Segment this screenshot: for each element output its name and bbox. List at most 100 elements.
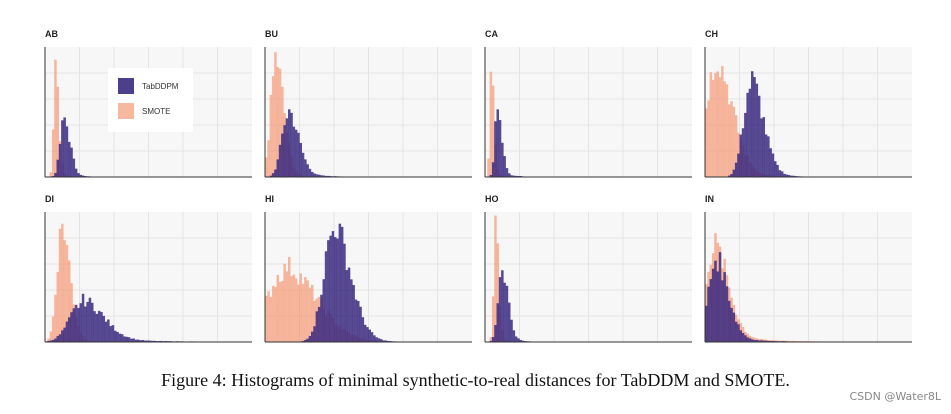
bar-tabddpm: [74, 304, 78, 342]
bar-tabddpm: [334, 237, 337, 342]
bar-tabddpm: [290, 112, 293, 177]
bar-tabddpm: [491, 162, 495, 177]
bar-smote: [301, 283, 305, 342]
bar-tabddpm: [327, 240, 330, 342]
bar-smote: [728, 104, 731, 177]
bar-smote: [61, 223, 64, 342]
bar-tabddpm: [285, 118, 289, 177]
bar-tabddpm: [757, 95, 761, 177]
bar-tabddpm: [72, 158, 76, 177]
bar-tabddpm: [278, 144, 282, 177]
bar-tabddpm: [755, 339, 759, 342]
bar-tabddpm: [322, 175, 325, 177]
bar-tabddpm: [299, 142, 302, 177]
bar-smote: [281, 86, 284, 177]
bar-tabddpm: [61, 120, 64, 177]
bar-tabddpm: [56, 335, 59, 342]
bar-smote: [753, 337, 756, 342]
bar-tabddpm: [322, 279, 325, 342]
bar-smote: [269, 94, 273, 177]
bar-tabddpm: [54, 172, 57, 177]
bar-tabddpm: [95, 313, 99, 342]
bar-tabddpm: [114, 330, 117, 342]
bar-tabddpm: [741, 128, 745, 177]
bar-tabddpm: [498, 120, 502, 177]
bar-tabddpm: [755, 83, 759, 177]
bar-smote: [723, 81, 726, 177]
panel-ch: CH: [704, 29, 912, 178]
bar-tabddpm: [771, 340, 775, 342]
bar-tabddpm: [304, 159, 307, 177]
bar-tabddpm: [753, 340, 756, 342]
bar-tabddpm: [153, 340, 156, 342]
panel-title: IN: [705, 194, 714, 204]
bar-tabddpm: [68, 317, 71, 342]
bar-tabddpm: [347, 267, 351, 342]
bar-smote: [49, 172, 53, 177]
bar-tabddpm: [732, 312, 736, 342]
bar-smote: [304, 277, 307, 342]
bar-smote: [51, 129, 55, 177]
bar-tabddpm: [730, 173, 733, 177]
bar-smote: [278, 68, 282, 177]
bar-tabddpm: [744, 335, 747, 342]
bar-tabddpm: [324, 251, 328, 342]
bar-tabddpm: [354, 299, 358, 342]
bar-tabddpm: [336, 238, 339, 342]
bar-tabddpm: [68, 141, 71, 177]
bar-smote: [65, 244, 69, 342]
bar-tabddpm: [137, 339, 140, 342]
legend-label-tabddpm: TabDDPM: [142, 82, 179, 91]
bar-tabddpm: [746, 337, 749, 342]
panel-title: HI: [265, 194, 274, 204]
bar-tabddpm: [139, 340, 142, 342]
bar-tabddpm: [70, 312, 73, 342]
bar-smote: [714, 73, 717, 177]
bar-smote: [730, 101, 733, 177]
bar-tabddpm: [91, 302, 94, 342]
bar-tabddpm: [84, 306, 87, 342]
bar-tabddpm: [297, 132, 300, 177]
bar-tabddpm: [368, 329, 371, 342]
bar-tabddpm: [505, 285, 509, 342]
bar-smote: [313, 300, 316, 342]
bar-smote: [63, 240, 66, 342]
panel-title: BU: [265, 29, 278, 39]
bar-smote: [56, 271, 59, 342]
legend: TabDDPM SMOTE: [108, 68, 193, 132]
bar-tabddpm: [97, 310, 101, 342]
bar-tabddpm: [757, 340, 761, 342]
bar-tabddpm: [317, 174, 321, 177]
bar-tabddpm: [269, 175, 273, 177]
bar-tabddpm: [61, 330, 64, 342]
bar-tabddpm: [109, 326, 112, 342]
bar-tabddpm: [311, 331, 314, 342]
bar-smote: [707, 100, 710, 177]
bar-tabddpm: [345, 270, 348, 342]
bar-tabddpm: [721, 280, 724, 342]
bar-smote: [716, 71, 719, 177]
bar-smote: [705, 108, 708, 177]
bar-tabddpm: [143, 340, 147, 342]
bar-smote: [285, 271, 289, 342]
bar-smote: [306, 280, 309, 342]
bar-tabddpm: [501, 142, 504, 177]
bar-tabddpm: [489, 174, 493, 177]
bar-tabddpm: [329, 235, 332, 342]
bar-tabddpm: [274, 169, 277, 177]
panel-title: HO: [485, 194, 499, 204]
bar-tabddpm: [100, 311, 103, 342]
bar-tabddpm: [705, 305, 708, 342]
bar-smote: [274, 287, 277, 342]
bar-tabddpm: [271, 173, 275, 177]
bar-tabddpm: [512, 175, 516, 177]
panel-di: DI: [44, 194, 252, 343]
bar-tabddpm: [728, 175, 731, 177]
bar-smote: [709, 72, 713, 177]
bar-tabddpm: [514, 336, 518, 342]
bar-smote: [494, 215, 497, 342]
panel-title: DI: [45, 194, 54, 204]
bar-tabddpm: [739, 134, 742, 177]
bar-tabddpm: [120, 334, 124, 342]
bar-tabddpm: [741, 332, 745, 342]
